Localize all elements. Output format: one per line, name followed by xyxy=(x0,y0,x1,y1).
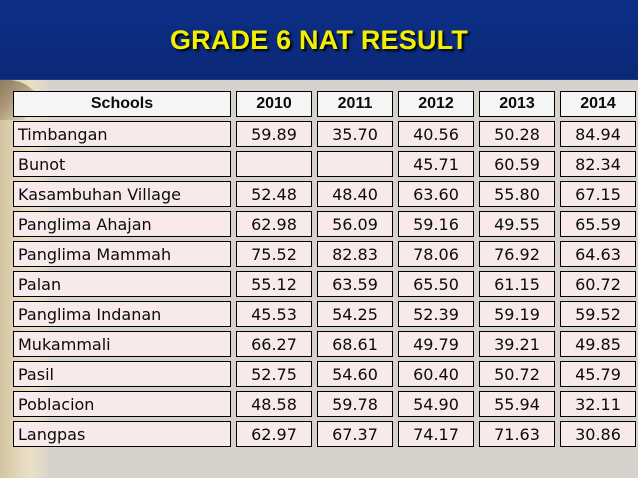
score-cell: 45.53 xyxy=(236,301,312,327)
header-2013: 2013 xyxy=(479,91,555,117)
score-cell: 54.25 xyxy=(317,301,393,327)
score-cell: 74.17 xyxy=(398,421,474,447)
score-cell: 59.16 xyxy=(398,211,474,237)
score-cell: 59.52 xyxy=(560,301,636,327)
score-cell: 54.60 xyxy=(317,361,393,387)
score-cell: 67.37 xyxy=(317,421,393,447)
school-cell: Langpas xyxy=(13,421,231,447)
score-cell: 68.61 xyxy=(317,331,393,357)
header-2010: 2010 xyxy=(236,91,312,117)
table-row: Panglima Indanan 45.53 54.25 52.39 59.19… xyxy=(13,301,636,327)
score-cell: 30.86 xyxy=(560,421,636,447)
score-cell: 55.12 xyxy=(236,271,312,297)
score-cell: 82.83 xyxy=(317,241,393,267)
score-cell: 59.19 xyxy=(479,301,555,327)
score-cell: 60.72 xyxy=(560,271,636,297)
table-row: Panglima Ahajan 62.98 56.09 59.16 49.55 … xyxy=(13,211,636,237)
score-cell: 78.06 xyxy=(398,241,474,267)
table-row: Poblacion 48.58 59.78 54.90 55.94 32.11 xyxy=(13,391,636,417)
school-cell: Panglima Mammah xyxy=(13,241,231,267)
table-row: Kasambuhan Village 52.48 48.40 63.60 55.… xyxy=(13,181,636,207)
school-cell: Palan xyxy=(13,271,231,297)
header-2012: 2012 xyxy=(398,91,474,117)
score-cell: 32.11 xyxy=(560,391,636,417)
score-cell: 61.15 xyxy=(479,271,555,297)
score-cell: 50.72 xyxy=(479,361,555,387)
score-cell: 40.56 xyxy=(398,121,474,147)
score-cell: 66.27 xyxy=(236,331,312,357)
score-cell: 35.70 xyxy=(317,121,393,147)
score-cell: 50.28 xyxy=(479,121,555,147)
score-cell: 60.59 xyxy=(479,151,555,177)
score-cell: 52.48 xyxy=(236,181,312,207)
table-row: Timbangan 59.89 35.70 40.56 50.28 84.94 xyxy=(13,121,636,147)
school-cell: Timbangan xyxy=(13,121,231,147)
score-cell: 60.40 xyxy=(398,361,474,387)
score-cell: 75.52 xyxy=(236,241,312,267)
score-cell: 63.60 xyxy=(398,181,474,207)
table-row: Mukammali 66.27 68.61 49.79 39.21 49.85 xyxy=(13,331,636,357)
school-cell: Bunot xyxy=(13,151,231,177)
score-cell: 64.63 xyxy=(560,241,636,267)
header-2011: 2011 xyxy=(317,91,393,117)
school-cell: Kasambuhan Village xyxy=(13,181,231,207)
score-cell: 54.90 xyxy=(398,391,474,417)
score-cell: 56.09 xyxy=(317,211,393,237)
title-bar: GRADE 6 NAT RESULT xyxy=(0,0,638,80)
score-cell: 52.75 xyxy=(236,361,312,387)
score-cell: 65.59 xyxy=(560,211,636,237)
page-title: GRADE 6 NAT RESULT xyxy=(169,25,469,55)
school-cell: Pasil xyxy=(13,361,231,387)
score-cell: 48.58 xyxy=(236,391,312,417)
score-cell: 62.98 xyxy=(236,211,312,237)
score-cell xyxy=(317,151,393,177)
school-cell: Panglima Ahajan xyxy=(13,211,231,237)
score-cell: 49.85 xyxy=(560,331,636,357)
score-cell: 59.78 xyxy=(317,391,393,417)
score-cell: 55.94 xyxy=(479,391,555,417)
school-cell: Mukammali xyxy=(13,331,231,357)
score-cell: 71.63 xyxy=(479,421,555,447)
score-cell: 67.15 xyxy=(560,181,636,207)
score-cell: 49.79 xyxy=(398,331,474,357)
score-cell: 59.89 xyxy=(236,121,312,147)
score-cell: 55.80 xyxy=(479,181,555,207)
school-cell: Poblacion xyxy=(13,391,231,417)
header-schools: Schools xyxy=(13,91,231,117)
score-cell: 82.34 xyxy=(560,151,636,177)
score-cell: 84.94 xyxy=(560,121,636,147)
results-table: Schools 2010 2011 2012 2013 2014 Timbang… xyxy=(8,87,638,451)
table-row: Bunot 45.71 60.59 82.34 xyxy=(13,151,636,177)
table-header-row: Schools 2010 2011 2012 2013 2014 xyxy=(13,91,636,117)
school-cell: Panglima Indanan xyxy=(13,301,231,327)
score-cell: 62.97 xyxy=(236,421,312,447)
table-row: Panglima Mammah 75.52 82.83 78.06 76.92 … xyxy=(13,241,636,267)
score-cell: 45.71 xyxy=(398,151,474,177)
table-row: Pasil 52.75 54.60 60.40 50.72 45.79 xyxy=(13,361,636,387)
results-table-wrap: Schools 2010 2011 2012 2013 2014 Timbang… xyxy=(8,87,636,467)
table-row: Langpas 62.97 67.37 74.17 71.63 30.86 xyxy=(13,421,636,447)
score-cell: 76.92 xyxy=(479,241,555,267)
score-cell: 63.59 xyxy=(317,271,393,297)
score-cell: 49.55 xyxy=(479,211,555,237)
score-cell: 45.79 xyxy=(560,361,636,387)
score-cell: 39.21 xyxy=(479,331,555,357)
score-cell xyxy=(236,151,312,177)
table-row: Palan 55.12 63.59 65.50 61.15 60.72 xyxy=(13,271,636,297)
score-cell: 48.40 xyxy=(317,181,393,207)
score-cell: 52.39 xyxy=(398,301,474,327)
header-2014: 2014 xyxy=(560,91,636,117)
score-cell: 65.50 xyxy=(398,271,474,297)
